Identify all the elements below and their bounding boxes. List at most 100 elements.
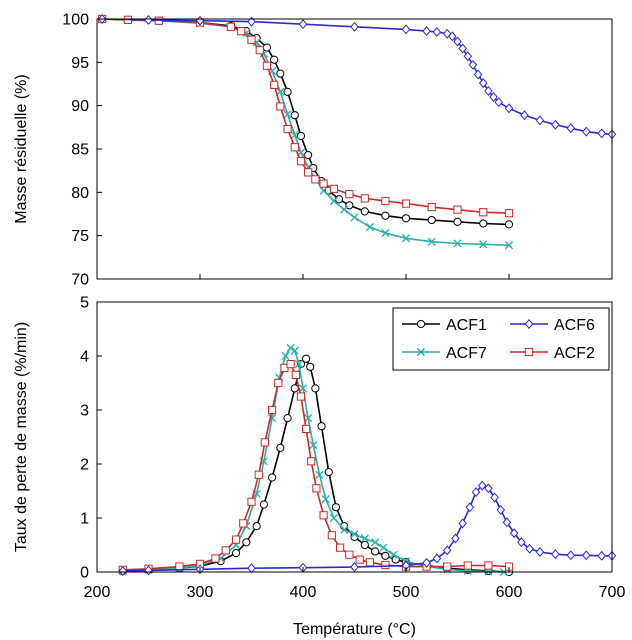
- bottom-data-point-acf6: [458, 518, 467, 529]
- legend-entry-acf1: ACF1: [402, 317, 487, 334]
- top-data-point-acf2: [319, 179, 328, 188]
- bottom-data-point-acf7: [371, 538, 380, 547]
- top-data-point-acf2: [290, 143, 299, 152]
- top-data-point-acf2: [427, 202, 436, 212]
- top-data-point-acf2: [479, 208, 488, 217]
- top-data-point-acf6: [298, 19, 308, 30]
- bottom-data-point-acf2: [319, 511, 328, 520]
- bottom-data-point-acf2: [335, 543, 345, 552]
- bottom-data-point-acf1: [306, 362, 315, 371]
- top-data-point-acf7: [319, 186, 328, 195]
- top-data-point-acf7: [329, 196, 338, 206]
- bottom-data-point-acf2: [231, 535, 241, 544]
- top-data-point-acf2: [345, 189, 354, 199]
- bottom-data-point-acf7: [379, 543, 388, 552]
- legend-marker: [524, 347, 534, 357]
- top-data-point-acf6: [535, 115, 545, 126]
- top-data-point-acf6: [551, 119, 560, 130]
- bottom-x-axis-label: Température (°C): [293, 621, 416, 638]
- bottom-data-point-acf6: [490, 492, 499, 503]
- legend-entry-acf6: ACF6: [510, 317, 595, 334]
- top-y-tick-label: 75: [71, 228, 89, 245]
- bottom-data-point-acf7: [340, 525, 349, 534]
- top-data-point-acf2: [270, 80, 279, 89]
- bottom-data-point-acf7: [290, 346, 299, 355]
- bottom-plot: 0 1 2 3 4 5 200 300 400 500 600 700 Taux de perte de…: [13, 295, 625, 639]
- bottom-y-tick-label: 2: [80, 457, 89, 474]
- top-data-point-acf7: [381, 228, 390, 238]
- top-data-point-acf6: [463, 51, 473, 62]
- top-data-point-acf2: [504, 209, 514, 218]
- bottom-data-point-acf7: [281, 351, 290, 361]
- top-y-axis-label: Masse résiduelle (%): [13, 74, 30, 223]
- top-data-point-acf2: [453, 205, 462, 214]
- bottom-data-point-acf7: [294, 360, 303, 369]
- top-data-point-acf2: [237, 27, 246, 36]
- top-data-point-acf6: [458, 43, 467, 54]
- bottom-y-tick-label: 3: [80, 403, 89, 420]
- bottom-data-point-acf2: [365, 558, 375, 567]
- top-data-point-acf1: [504, 220, 514, 229]
- bottom-data-point-acf2: [327, 531, 336, 540]
- bottom-data-point-acf1: [301, 354, 311, 363]
- top-data-point-acf1: [283, 87, 292, 96]
- bottom-data-point-acf6: [535, 547, 545, 557]
- bottom-x-tick-label: 400: [290, 584, 317, 601]
- top-data-point-acf6: [442, 28, 452, 39]
- top-series-line-acf7: [102, 18, 510, 246]
- top-data-point-acf2: [262, 61, 272, 70]
- bottom-data-point-acf1: [290, 384, 299, 393]
- bottom-data-point-acf6: [118, 565, 128, 576]
- top-data-point-acf2: [311, 175, 320, 184]
- top-data-point-acf1: [381, 211, 390, 220]
- top-data-point-acf6: [401, 24, 411, 35]
- bottom-data-point-acf1: [259, 500, 268, 509]
- bottom-data-point-acf2: [274, 378, 283, 388]
- top-data-point-acf6: [489, 92, 498, 102]
- bottom-data-point-acf1: [360, 540, 369, 550]
- bottom-data-point-acf6: [471, 487, 481, 498]
- bottom-plot-frame: [96, 301, 613, 573]
- bottom-data-point-acf7: [286, 343, 295, 352]
- bottom-data-point-acf6: [551, 549, 560, 560]
- bottom-data-point-acf7: [315, 470, 324, 479]
- top-y-tick-label: 80: [71, 185, 89, 202]
- bottom-data-point-acf6: [502, 517, 512, 528]
- top-data-point-acf6: [468, 59, 478, 70]
- top-data-point-acf7: [276, 87, 285, 96]
- bottom-data-point-acf7: [309, 441, 318, 450]
- top-data-point-acf6: [448, 31, 457, 42]
- top-data-point-acf7: [504, 241, 514, 250]
- bottom-data-point-acf2: [211, 554, 220, 563]
- top-y-tick-label: 90: [71, 98, 89, 115]
- bottom-data-point-acf2: [291, 370, 300, 379]
- top-data-point-acf1: [290, 111, 299, 120]
- top-data-point-acf6: [597, 128, 606, 139]
- top-data-point-acf2: [381, 196, 390, 206]
- bottom-data-point-acf6: [350, 562, 359, 573]
- bottom-data-point-acf1: [231, 549, 241, 558]
- top-data-point-acf7: [350, 213, 359, 222]
- bottom-series-line-acf6: [122, 484, 612, 572]
- top-plot: 70 75 80 85 90 95 100 Masse résiduelle (%): [13, 12, 617, 289]
- top-data-point-acf7: [427, 237, 436, 246]
- top-data-point-acf1: [276, 69, 285, 78]
- top-plot-frame: [96, 18, 613, 280]
- top-data-point-acf2: [401, 199, 411, 208]
- bottom-data-point-acf6: [509, 528, 519, 539]
- top-y-tick-label: 95: [71, 55, 89, 72]
- top-data-point-acf1: [479, 219, 488, 228]
- top-data-point-acf6: [422, 26, 431, 37]
- bottom-data-point-acf7: [350, 530, 359, 539]
- top-data-point-acf6: [350, 21, 359, 32]
- bottom-data-point-acf2: [484, 561, 493, 570]
- bottom-data-point-acf2: [254, 470, 263, 479]
- top-data-point-acf6: [478, 78, 488, 89]
- bottom-x-tick-label: 700: [599, 584, 626, 601]
- bottom-data-point-acf2: [345, 550, 354, 559]
- top-y-tick-label: 70: [71, 272, 89, 289]
- top-data-point-acf7: [479, 240, 488, 249]
- bottom-data-point-acf1: [252, 522, 261, 531]
- top-data-point-acf2: [276, 102, 285, 111]
